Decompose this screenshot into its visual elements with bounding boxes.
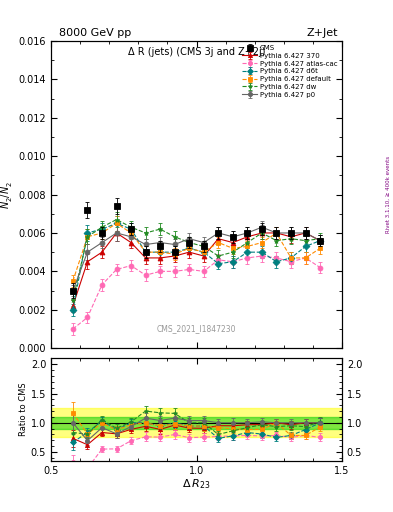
Text: CMS_2021_I1847230: CMS_2021_I1847230 [157,324,236,333]
X-axis label: $\Delta\, R_{23}$: $\Delta\, R_{23}$ [182,477,211,491]
Text: 8000 GeV pp: 8000 GeV pp [59,28,131,38]
Legend: CMS, Pythia 6.427 370, Pythia 6.427 atlas-cac, Pythia 6.427 d6t, Pythia 6.427 de: CMS, Pythia 6.427 370, Pythia 6.427 atla… [241,45,338,98]
Text: Δ R (jets) (CMS 3j and Z+2j): Δ R (jets) (CMS 3j and Z+2j) [128,47,265,57]
Text: Rivet 3.1.10, ≥ 400k events: Rivet 3.1.10, ≥ 400k events [386,156,391,233]
Bar [51,408,342,437]
Bar [51,417,342,429]
Y-axis label: Ratio to CMS: Ratio to CMS [19,383,28,436]
Text: Z+Jet: Z+Jet [307,28,338,38]
Y-axis label: $N_2^{ }/N_2^{ }$: $N_2^{ }/N_2^{ }$ [0,181,15,208]
